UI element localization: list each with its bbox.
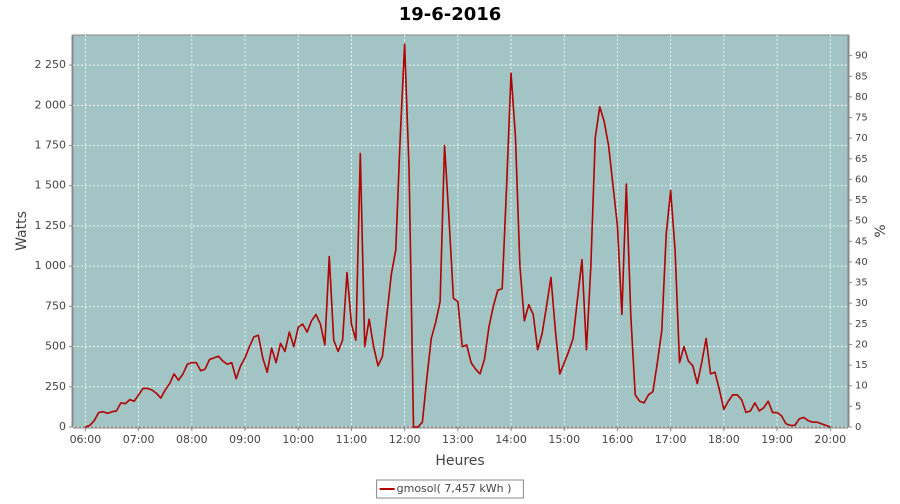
y2-tick-label: 20	[855, 339, 868, 350]
x-tick-label: 17:00	[655, 433, 687, 446]
plot-background	[72, 34, 849, 428]
y2-tick-label: 80	[855, 92, 868, 103]
y-tick-label: 750	[45, 299, 66, 312]
y2-tick-label: 30	[855, 298, 868, 309]
y-tick-label: 0	[59, 420, 66, 433]
y2-tick-label: 25	[855, 319, 868, 330]
x-tick-label: 15:00	[548, 433, 580, 446]
x-tick-label: 18:00	[708, 433, 740, 446]
y2-tick-label: 0	[855, 422, 861, 433]
y2-tick-label: 55	[855, 195, 868, 206]
y2-axis-label: %	[873, 224, 889, 237]
y-tick-label: 1 500	[35, 179, 67, 192]
y2-tick-label: 5	[855, 401, 861, 412]
x-tick-label: 16:00	[602, 433, 634, 446]
y2-tick-label: 35	[855, 278, 868, 289]
x-tick-label: 19:00	[761, 433, 793, 446]
y2-tick-label: 15	[855, 360, 868, 371]
y-tick-label: 500	[45, 340, 66, 353]
x-tick-label: 20:00	[814, 433, 846, 446]
series-line	[85, 43, 831, 428]
x-tick-label: 10:00	[282, 433, 314, 446]
legend-box	[376, 479, 524, 499]
y2-tick-label: 50	[855, 216, 868, 227]
y-tick-label: 1 000	[35, 259, 67, 272]
y2-tick-label: 40	[855, 257, 868, 268]
x-tick-label: 06:00	[70, 433, 102, 446]
y-tick-label: 2 250	[35, 58, 67, 71]
y-tick-label: 1 250	[35, 219, 67, 232]
x-tick-label: 12:00	[389, 433, 421, 446]
x-tick-label: 14:00	[495, 433, 527, 446]
y2-tick-label: 85	[855, 71, 868, 82]
y2-tick-label: 60	[855, 174, 868, 185]
y2-tick-label: 70	[855, 133, 868, 144]
x-tick-label: 07:00	[123, 433, 155, 446]
x-tick-label: 13:00	[442, 433, 474, 446]
chart-title: 19-6-2016	[399, 4, 502, 25]
x-axis-label: Heures	[435, 453, 484, 469]
y2-tick-label: 65	[855, 154, 868, 165]
x-tick-label: 08:00	[176, 433, 208, 446]
x-tick-label: 11:00	[336, 433, 368, 446]
y2-tick-label: 10	[855, 381, 868, 392]
x-tick-label: 09:00	[229, 433, 261, 446]
y2-tick-label: 90	[855, 51, 868, 62]
legend-label: gmosol( 7,457 kWh )	[397, 482, 512, 495]
y-tick-label: 2 000	[35, 98, 67, 111]
y-tick-label: 250	[45, 380, 66, 393]
y-tick-label: 1 750	[35, 139, 67, 152]
y-axis-label: Watts	[14, 211, 30, 251]
y2-tick-label: 75	[855, 113, 868, 124]
legend: gmosol( 7,457 kWh )	[376, 479, 524, 499]
y2-tick-label: 45	[855, 236, 868, 247]
